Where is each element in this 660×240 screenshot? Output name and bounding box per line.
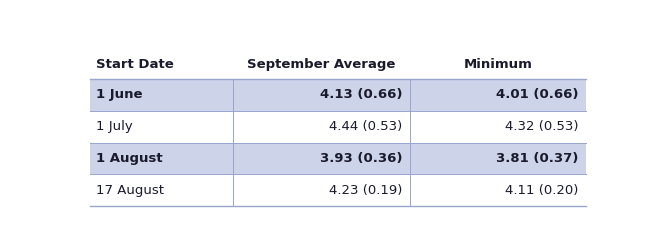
Text: 3.81 (0.37): 3.81 (0.37) <box>496 152 579 165</box>
Text: Minimum: Minimum <box>464 59 533 72</box>
Text: 4.32 (0.53): 4.32 (0.53) <box>505 120 579 133</box>
Text: 1 August: 1 August <box>96 152 163 165</box>
Text: September Average: September Average <box>248 59 396 72</box>
Text: 1 June: 1 June <box>96 88 143 101</box>
Bar <box>90 143 586 174</box>
Text: 4.11 (0.20): 4.11 (0.20) <box>506 184 579 197</box>
Text: Start Date: Start Date <box>96 59 174 72</box>
Text: 4.01 (0.66): 4.01 (0.66) <box>496 88 579 101</box>
Text: 3.93 (0.36): 3.93 (0.36) <box>319 152 402 165</box>
Text: 1 July: 1 July <box>96 120 133 133</box>
Text: 4.44 (0.53): 4.44 (0.53) <box>329 120 402 133</box>
Text: 4.23 (0.19): 4.23 (0.19) <box>329 184 402 197</box>
Text: 4.13 (0.66): 4.13 (0.66) <box>319 88 402 101</box>
Bar <box>90 174 586 206</box>
Bar <box>90 79 586 111</box>
Text: 17 August: 17 August <box>96 184 164 197</box>
Bar <box>90 111 586 143</box>
